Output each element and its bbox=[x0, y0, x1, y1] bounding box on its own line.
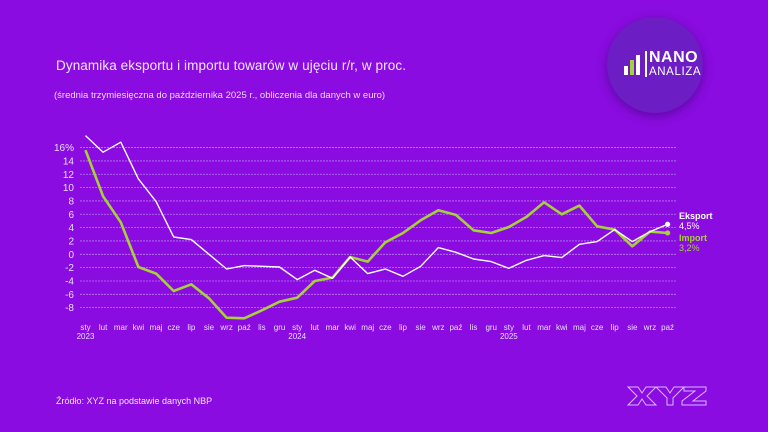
y-tick-label: 8 bbox=[68, 196, 74, 207]
chart-title: Dynamika eksportu i importu towarów w uj… bbox=[56, 58, 407, 73]
x-tick-label: wrz bbox=[431, 323, 444, 332]
x-tick-label: sie bbox=[204, 323, 215, 332]
y-tick-label: 4 bbox=[68, 223, 74, 234]
x-tick-label: lip bbox=[399, 323, 408, 332]
x-tick-label: kwi bbox=[344, 323, 356, 332]
x-tick-label: paź bbox=[238, 323, 251, 332]
y-tick-label: 10 bbox=[63, 183, 75, 194]
end-label-eksport-value: 4,5% bbox=[679, 221, 700, 231]
x-axis-ticks: sty lut mar kwi maj cze lip sie wrz paź lis gru sty l… bbox=[77, 323, 674, 341]
y-axis-ticks: 16% 14 12 10 8 6 4 2 0 -2 -4 -6 -8 bbox=[54, 143, 74, 314]
x-tick-label: lip bbox=[611, 323, 620, 332]
x-tick-label: lut bbox=[522, 323, 531, 332]
grid-lines bbox=[80, 147, 676, 309]
x-tick-label: lut bbox=[99, 323, 108, 332]
end-point-import bbox=[665, 230, 671, 236]
x-tick-label: cze bbox=[167, 323, 180, 332]
x-tick-label: mar bbox=[114, 323, 128, 332]
x-tick-label: paź bbox=[449, 323, 462, 332]
x-tick-label: maj bbox=[150, 323, 163, 332]
x-tick-label: sty bbox=[504, 323, 514, 332]
x-tick-label: lut bbox=[311, 323, 320, 332]
x-year-label: 2024 bbox=[288, 332, 306, 341]
x-tick-label: maj bbox=[573, 323, 586, 332]
x-tick-label: gru bbox=[274, 323, 286, 332]
end-label-import-value: 3,2% bbox=[679, 243, 700, 253]
y-tick-label: 16% bbox=[54, 143, 74, 154]
series-line-eksport bbox=[85, 135, 668, 281]
y-tick-label: -6 bbox=[65, 290, 74, 301]
source-note: Źródło: XYZ na podstawie danych NBP bbox=[56, 396, 213, 406]
end-label-import-name: Import bbox=[679, 233, 707, 243]
x-tick-label: cze bbox=[379, 323, 392, 332]
y-tick-label: -8 bbox=[65, 303, 74, 314]
y-tick-label: 14 bbox=[63, 156, 75, 167]
x-tick-label: mar bbox=[537, 323, 551, 332]
x-tick-label: wrz bbox=[643, 323, 656, 332]
x-tick-label: sie bbox=[416, 323, 427, 332]
x-tick-label: wrz bbox=[219, 323, 232, 332]
x-tick-label: kwi bbox=[556, 323, 568, 332]
x-tick-label: lis bbox=[470, 323, 478, 332]
x-tick-label: sty bbox=[80, 323, 90, 332]
x-tick-label: mar bbox=[326, 323, 340, 332]
chart-subtitle: (średnia trzymiesięczna do października … bbox=[54, 90, 386, 101]
x-tick-label: sty bbox=[292, 323, 302, 332]
y-tick-label: 12 bbox=[63, 170, 75, 181]
x-tick-label: maj bbox=[361, 323, 374, 332]
x-tick-label: kwi bbox=[133, 323, 145, 332]
series-line-import bbox=[84, 149, 668, 320]
logo-divider bbox=[645, 51, 647, 77]
x-tick-label: lip bbox=[187, 323, 196, 332]
y-tick-label: -4 bbox=[65, 276, 74, 287]
x-year-label: 2023 bbox=[77, 332, 95, 341]
x-tick-label: paź bbox=[661, 323, 674, 332]
y-tick-label: -2 bbox=[65, 263, 74, 274]
end-label-eksport-name: Eksport bbox=[679, 211, 713, 221]
xyz-logo bbox=[626, 386, 707, 406]
end-point-eksport bbox=[665, 221, 671, 227]
y-tick-label: 0 bbox=[68, 250, 74, 261]
y-tick-label: 6 bbox=[68, 210, 74, 221]
x-year-label: 2025 bbox=[500, 332, 518, 341]
x-tick-label: cze bbox=[591, 323, 604, 332]
series-lines bbox=[84, 135, 671, 320]
bar-chart-icon bbox=[624, 55, 642, 75]
x-tick-label: lis bbox=[258, 323, 266, 332]
logo-text-nano: NANO bbox=[649, 49, 699, 66]
logo-text-analiza: ANALIZA bbox=[649, 66, 702, 78]
y-tick-label: 2 bbox=[68, 236, 74, 247]
x-tick-label: sie bbox=[627, 323, 638, 332]
nano-analiza-logo: NANO ANALIZA bbox=[607, 17, 703, 113]
x-tick-label: gru bbox=[485, 323, 497, 332]
